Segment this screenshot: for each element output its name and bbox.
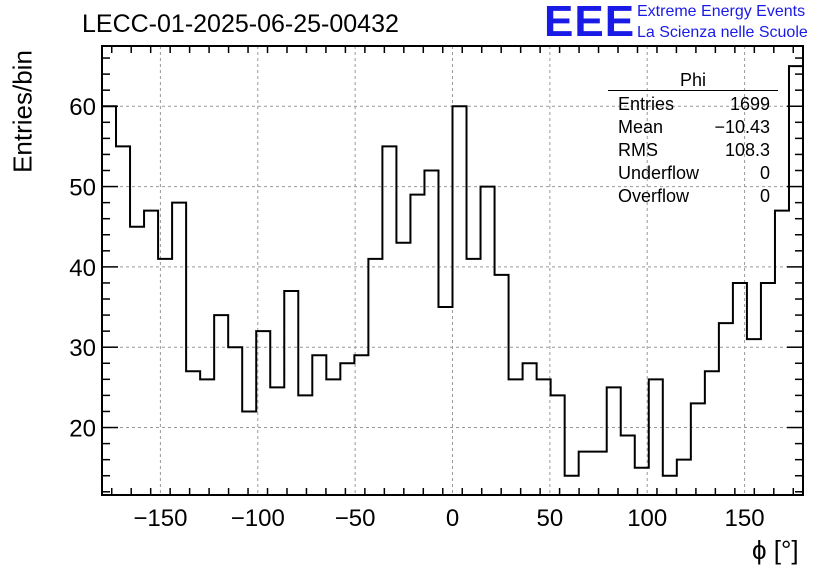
logo-line-1: Extreme Energy Events: [637, 3, 806, 20]
y-axis-label: Entries/bin: [7, 50, 38, 173]
x-tick-label: 100: [627, 505, 667, 532]
x-axis-label: ϕ [°]: [752, 535, 799, 565]
stats-title: Phi: [679, 70, 706, 90]
plot-frame: [101, 45, 804, 496]
stats-label: Overflow: [618, 186, 690, 206]
stats-divider: [608, 90, 778, 91]
y-tick-label: 20: [69, 416, 96, 443]
y-tick-label: 30: [69, 335, 96, 362]
stats-label: Mean: [618, 117, 664, 137]
histogram-series: [102, 65, 803, 477]
chart-title: LECC-01-2025-06-25-00432: [82, 10, 399, 38]
stats-value: 108.3: [724, 140, 770, 160]
x-tick-label: −150: [133, 505, 187, 532]
x-tick-label: 150: [725, 505, 765, 532]
stats-box: Phi Entries 1699 Mean −10.43 RMS 108.3 U…: [608, 70, 778, 208]
stats-value: −10.43: [714, 117, 770, 137]
stats-value: 0: [759, 186, 770, 206]
grid-lines: [102, 46, 803, 495]
stats-value: 0: [759, 163, 770, 183]
stats-row-underflow: Underflow 0: [608, 162, 778, 185]
stats-label: Entries: [618, 94, 675, 114]
stats-value: 1699: [729, 94, 770, 114]
stats-row-rms: RMS 108.3: [608, 139, 778, 162]
stats-row-entries: Entries 1699: [608, 93, 778, 116]
y-tick-label: 50: [69, 175, 96, 202]
x-tick-label: 50: [537, 505, 564, 532]
y-tick-label: 40: [69, 255, 96, 282]
stats-row-mean: Mean −10.43: [608, 116, 778, 139]
logo-line-2: La Scienza nelle Scuole: [637, 24, 808, 41]
tick-labels: −150 −100 −50 0 50 100 150 20 30 40 50 60: [69, 94, 764, 532]
stats-label: RMS: [618, 140, 658, 160]
stats-row-overflow: Overflow 0: [608, 185, 778, 208]
axes: [102, 46, 803, 495]
y-tick-label: 60: [69, 94, 96, 121]
eee-logo: EEE: [544, 0, 636, 46]
stats-label: Underflow: [618, 163, 700, 183]
x-tick-label: 0: [446, 505, 459, 532]
x-tick-label: −100: [231, 505, 285, 532]
x-tick-label: −50: [335, 505, 376, 532]
